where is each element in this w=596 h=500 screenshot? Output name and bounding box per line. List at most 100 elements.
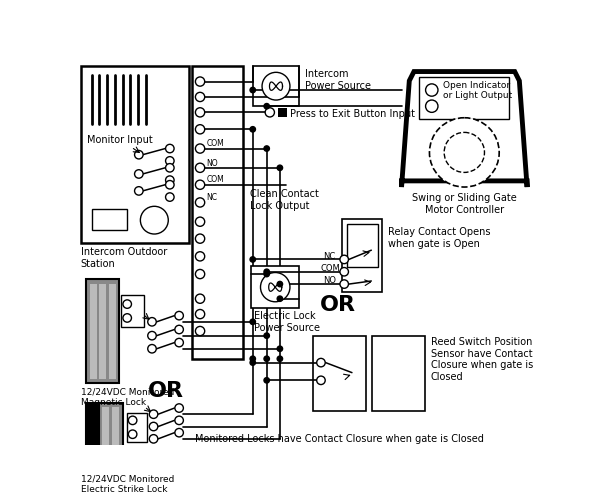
Text: Electric Lock
Power Source: Electric Lock Power Source — [254, 311, 320, 332]
Bar — [251, 266, 299, 308]
Circle shape — [195, 252, 204, 261]
Text: Monitor Input: Monitor Input — [87, 136, 153, 145]
Circle shape — [175, 404, 184, 412]
Bar — [420, 77, 509, 120]
Circle shape — [175, 312, 184, 320]
Circle shape — [149, 434, 158, 443]
Circle shape — [340, 255, 349, 264]
Circle shape — [250, 256, 256, 262]
Circle shape — [123, 300, 132, 308]
Circle shape — [264, 146, 269, 151]
Circle shape — [175, 416, 184, 424]
Text: COM: COM — [206, 140, 224, 148]
Text: Swing or Sliding Gate
Motor Controller: Swing or Sliding Gate Motor Controller — [412, 193, 517, 215]
Text: NO: NO — [323, 276, 336, 285]
Circle shape — [426, 84, 438, 96]
Bar — [108, 284, 116, 379]
Bar — [103, 408, 109, 466]
Circle shape — [277, 282, 283, 287]
Bar — [90, 284, 97, 379]
Circle shape — [195, 310, 204, 318]
Bar — [127, 412, 147, 442]
Circle shape — [149, 410, 158, 418]
Bar — [372, 336, 425, 411]
Circle shape — [265, 108, 274, 117]
Circle shape — [430, 118, 499, 187]
Circle shape — [135, 170, 143, 178]
Circle shape — [277, 165, 283, 170]
Bar — [342, 220, 382, 292]
Circle shape — [195, 294, 204, 304]
Text: OR: OR — [320, 295, 356, 315]
Circle shape — [148, 332, 156, 340]
Circle shape — [135, 150, 143, 159]
Bar — [86, 280, 119, 384]
Text: NO: NO — [206, 158, 218, 168]
Circle shape — [264, 269, 269, 274]
Circle shape — [141, 206, 168, 234]
Text: 12/24VDC Monitored
Magnetic Lock: 12/24VDC Monitored Magnetic Lock — [80, 387, 174, 406]
Circle shape — [340, 280, 349, 288]
Text: NC: NC — [206, 193, 218, 202]
Bar — [112, 408, 119, 466]
Text: Intercom Outdoor
Station: Intercom Outdoor Station — [80, 247, 167, 268]
Circle shape — [195, 124, 204, 134]
Text: NC: NC — [323, 252, 336, 261]
Circle shape — [195, 180, 204, 190]
Circle shape — [195, 144, 204, 153]
Circle shape — [195, 217, 204, 226]
Text: Open Indicator
or Light Output: Open Indicator or Light Output — [443, 81, 512, 100]
Text: Press to Exit Button Input: Press to Exit Button Input — [290, 108, 415, 118]
Bar — [253, 66, 299, 106]
Circle shape — [195, 326, 204, 336]
Circle shape — [250, 88, 256, 92]
Bar — [313, 336, 366, 411]
Circle shape — [264, 104, 269, 109]
Text: Intercom
Power Source: Intercom Power Source — [305, 69, 371, 91]
Circle shape — [250, 319, 256, 324]
Circle shape — [277, 346, 283, 352]
Circle shape — [195, 198, 204, 207]
Bar — [193, 66, 243, 359]
Circle shape — [148, 318, 156, 326]
Circle shape — [166, 144, 174, 153]
Circle shape — [277, 356, 283, 362]
Circle shape — [175, 428, 184, 437]
Circle shape — [149, 422, 158, 431]
Circle shape — [264, 378, 269, 383]
Text: Reed Switch Position
Sensor have Contact
Closure when gate is
Closed: Reed Switch Position Sensor have Contact… — [431, 337, 533, 382]
Bar — [92, 208, 127, 230]
Circle shape — [316, 376, 325, 384]
Bar — [86, 402, 99, 470]
Circle shape — [148, 344, 156, 353]
Text: COM: COM — [206, 176, 224, 184]
Bar — [278, 108, 287, 117]
Circle shape — [262, 72, 290, 100]
Polygon shape — [402, 72, 527, 187]
Circle shape — [277, 296, 283, 302]
Circle shape — [128, 416, 137, 424]
Text: Clean Contact
Lock Output: Clean Contact Lock Output — [250, 190, 318, 211]
Circle shape — [166, 164, 174, 172]
Bar — [80, 66, 189, 244]
Bar — [100, 284, 106, 379]
Circle shape — [250, 360, 256, 366]
Circle shape — [316, 358, 325, 367]
Circle shape — [264, 356, 269, 362]
Circle shape — [128, 430, 137, 438]
Circle shape — [195, 77, 204, 86]
Text: COM: COM — [320, 264, 340, 273]
Text: 12/24VDC Monitored
Electric Strike Lock: 12/24VDC Monitored Electric Strike Lock — [80, 474, 174, 494]
Circle shape — [264, 333, 269, 338]
Text: Relay Contact Opens
when gate is Open: Relay Contact Opens when gate is Open — [389, 227, 491, 248]
Bar — [99, 402, 123, 470]
Circle shape — [166, 176, 174, 184]
Circle shape — [195, 163, 204, 172]
Text: OR: OR — [148, 381, 184, 401]
Circle shape — [260, 272, 290, 302]
Circle shape — [195, 270, 204, 278]
Circle shape — [264, 272, 269, 277]
Circle shape — [166, 156, 174, 165]
Circle shape — [195, 92, 204, 102]
Circle shape — [426, 100, 438, 112]
